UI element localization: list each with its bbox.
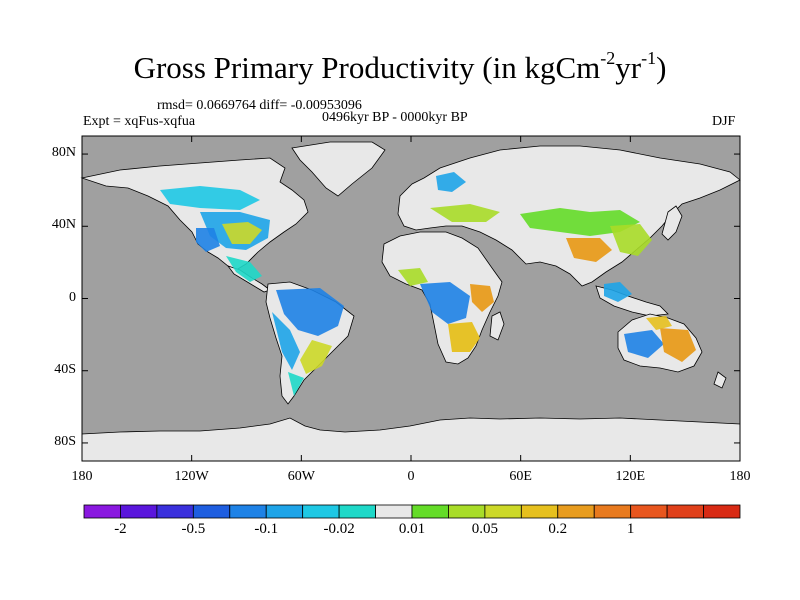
colorbar-label: -0.02 — [323, 521, 355, 537]
lat-tick-label: 80N — [51, 145, 76, 161]
stats-line: rmsd= 0.0669764 diff= -0.00953096 — [157, 98, 362, 113]
anomaly-region — [222, 222, 262, 244]
colorbar-label: -0.1 — [254, 521, 279, 537]
colorbar-swatch — [484, 504, 522, 519]
colorbar-swatch — [411, 504, 449, 519]
experiment-label: Expt = xqFus-xqfua — [83, 114, 196, 129]
anomaly-region — [196, 228, 220, 252]
page-title: Gross Primary Productivity (in kgCm-2yr-… — [133, 48, 667, 85]
colorbar — [83, 504, 741, 519]
anomaly-region — [226, 256, 262, 282]
landmass-madagascar — [489, 311, 505, 341]
anomaly-region — [610, 224, 652, 256]
colorbar-swatch — [265, 504, 304, 519]
season-label: DJF — [712, 114, 736, 129]
landmass-japan — [661, 205, 683, 241]
colorbar-swatch — [302, 504, 340, 519]
colorbar-swatch — [120, 504, 158, 519]
lat-tick-label: 40S — [54, 361, 76, 377]
colorbar-swatch — [83, 504, 121, 519]
colorbar-swatch — [666, 504, 704, 519]
colorbar-swatch — [593, 504, 632, 519]
colorbar-swatch — [192, 504, 231, 519]
landmass-new-zealand — [713, 371, 727, 389]
anomaly-region — [300, 340, 332, 374]
colorbar-swatch — [630, 504, 668, 519]
colorbar-swatch — [338, 504, 376, 519]
lon-tick-label: 60W — [287, 469, 315, 484]
anomaly-region — [624, 330, 664, 358]
lon-tick-label: 120W — [174, 469, 209, 484]
colorbar-swatch — [375, 504, 413, 519]
colorbar-label: 0.01 — [398, 521, 426, 537]
landmass-antarctica — [81, 417, 741, 462]
anomaly-region — [470, 284, 494, 312]
map-panel — [80, 135, 741, 462]
lon-tick-label: 120E — [615, 469, 646, 484]
colorbar-label: -2 — [114, 521, 127, 537]
lat-tick-label: 80S — [54, 433, 76, 449]
colorbar-swatch — [448, 504, 486, 519]
colorbar-label: 0.2 — [548, 521, 568, 537]
anomaly-region — [276, 288, 344, 336]
colorbar-label: 0.05 — [471, 521, 498, 537]
colorbar-swatch — [557, 504, 595, 519]
lat-tick-label: 40N — [51, 217, 76, 233]
lon-tick-label: 0 — [407, 469, 415, 484]
anomaly-region — [160, 186, 260, 210]
latitude-ticks — [82, 153, 740, 444]
anomaly-region — [272, 312, 300, 370]
anomaly-region — [448, 322, 480, 352]
anomaly-region — [398, 268, 428, 286]
lat-tick-label: 0 — [69, 289, 76, 305]
colorbar-swatch — [520, 504, 559, 519]
colorbar-swatch — [156, 504, 194, 519]
longitude-ticks — [81, 136, 741, 461]
anomaly-region — [566, 238, 612, 262]
colorbar-label: 1 — [626, 521, 635, 537]
anomaly-region — [288, 372, 304, 396]
anomaly-region — [420, 282, 470, 324]
anomaly-region — [604, 282, 632, 302]
lon-tick-label: 60E — [509, 469, 532, 484]
lon-tick-label: 180 — [71, 469, 93, 484]
period-label: 0496kyr BP - 0000kyr BP — [322, 110, 468, 125]
anomaly-shading — [160, 172, 696, 396]
colorbar-label: -0.5 — [181, 521, 206, 537]
anomaly-region — [520, 208, 640, 236]
colorbar-swatch — [229, 504, 267, 519]
anomaly-region — [430, 204, 500, 222]
anomaly-region — [660, 328, 696, 362]
lon-tick-label: 180 — [729, 469, 751, 484]
anomaly-region — [646, 316, 672, 330]
landmass-greenland — [291, 141, 386, 197]
colorbar-swatch — [703, 504, 741, 519]
anomaly-region — [436, 172, 466, 192]
